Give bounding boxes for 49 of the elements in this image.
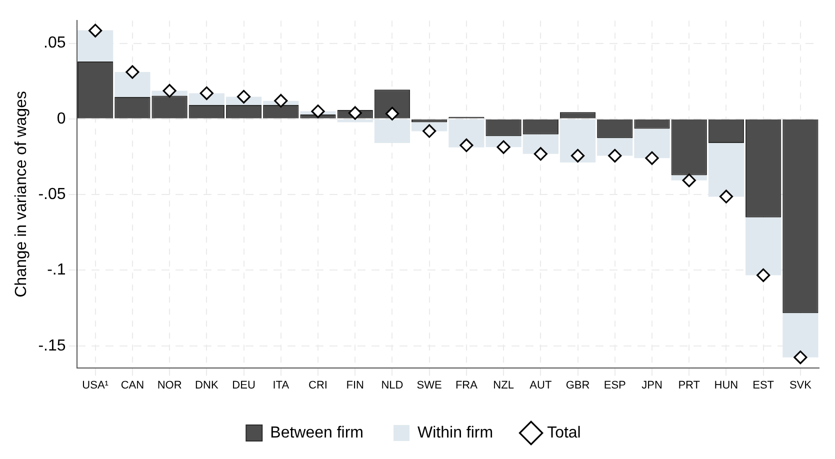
x-tick-label: HUN	[714, 379, 738, 392]
x-tick-label: CAN	[120, 379, 144, 392]
point	[460, 138, 474, 152]
x-tick-label: NZL	[493, 379, 514, 392]
x-tick-label: ESP	[604, 379, 626, 392]
x-tick-label: NOR	[157, 379, 182, 392]
point	[794, 350, 808, 364]
point	[534, 147, 548, 161]
y-tick-label: .05	[44, 34, 66, 52]
point	[348, 106, 362, 120]
x-tick-label: DNK	[195, 379, 219, 392]
y-tick-label: 0	[56, 110, 66, 128]
point	[385, 106, 400, 120]
point	[88, 24, 102, 38]
point	[274, 94, 288, 108]
point	[645, 151, 659, 165]
point	[496, 140, 510, 154]
point	[236, 90, 251, 104]
point	[608, 148, 622, 162]
y-tick-label: -.1	[47, 262, 66, 279]
x-tick-label: SWE	[416, 379, 442, 392]
point	[719, 190, 734, 204]
point	[422, 124, 436, 138]
x-tick-label: AUT	[530, 379, 552, 392]
x-tick-label: EST	[752, 379, 774, 392]
x-tick-label: CRI	[308, 379, 328, 392]
point	[570, 148, 585, 162]
point	[162, 84, 176, 98]
legend-label: Within firm	[418, 424, 494, 442]
x-tick-label: FIN	[346, 379, 364, 392]
y-tick-label: -.05	[38, 186, 66, 203]
x-tick-label: GBR	[566, 379, 590, 392]
x-tick-label: NLD	[381, 379, 404, 392]
x-tick-label: JPN	[642, 379, 662, 392]
point	[200, 86, 214, 100]
point	[756, 268, 770, 282]
point	[311, 104, 325, 118]
legend-label: Between firm	[270, 424, 364, 442]
point	[126, 65, 140, 79]
x-tick-label: ITA	[272, 379, 290, 392]
x-tick-label: USA¹	[82, 379, 109, 392]
y-tick-label: -.15	[38, 337, 66, 354]
y-axis-title: Change in variance of wages	[13, 91, 30, 298]
x-tick-label: DEU	[232, 379, 256, 392]
point	[682, 174, 696, 188]
x-tick-label: FRA	[455, 379, 478, 392]
x-tick-label: PRT	[678, 379, 700, 392]
x-tick-label: SVK	[789, 379, 812, 392]
legend-label: Total	[547, 424, 581, 442]
